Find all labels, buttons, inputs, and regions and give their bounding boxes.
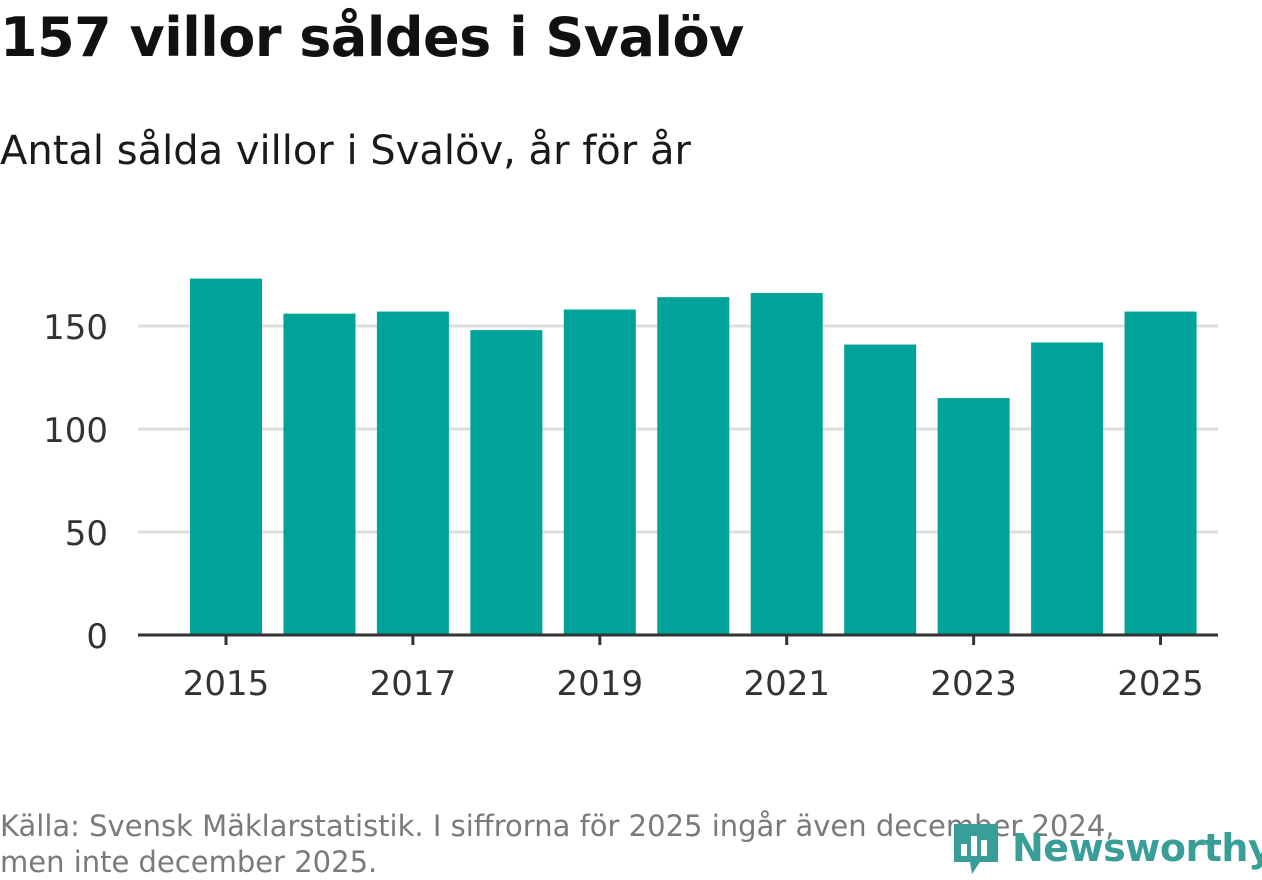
bar-2020 <box>657 297 730 635</box>
x-tick-label-2019: 2019 <box>557 664 644 704</box>
axes: 0 50 100 150 2015 2017 2019 2021 2023 2025 <box>43 308 1218 704</box>
bar-2016 <box>283 313 356 635</box>
source-note: Källa: Svensk Mäklarstatistik. I siffror… <box>0 808 1200 880</box>
x-tick-label-2015: 2015 <box>183 664 270 704</box>
x-tick-label-2017: 2017 <box>370 664 457 704</box>
newsworthy-logo: Newsworthy <box>950 818 1262 878</box>
y-tick-label-50: 50 <box>65 514 108 554</box>
logo-text: Newsworthy <box>1012 826 1262 870</box>
bar-2021 <box>750 293 823 635</box>
chart-title: 157 villor såldes i Svalöv <box>0 6 744 69</box>
bar-2022 <box>844 344 917 635</box>
y-tick-label-100: 100 <box>43 411 108 451</box>
bar-2023 <box>937 398 1010 635</box>
chart-subtitle: Antal sålda villor i Svalöv, år för år <box>0 128 691 174</box>
bar-2025 <box>1124 311 1197 635</box>
bar-2019 <box>563 309 636 635</box>
x-tick-label-2021: 2021 <box>743 664 830 704</box>
bar-2018 <box>470 330 543 635</box>
logo-chart-icon <box>954 824 998 874</box>
y-tick-label-0: 0 <box>86 617 108 657</box>
source-line-1: Källa: Svensk Mäklarstatistik. I siffror… <box>0 809 1115 843</box>
x-tick-label-2023: 2023 <box>930 664 1017 704</box>
bars <box>190 278 1197 635</box>
y-tick-label-150: 150 <box>43 308 108 348</box>
bar-2017 <box>376 311 449 635</box>
bar-2015 <box>190 278 262 635</box>
x-tick-label-2025: 2025 <box>1117 664 1204 704</box>
source-line-2: men inte december 2025. <box>0 845 378 879</box>
bar-2024 <box>1031 342 1104 635</box>
